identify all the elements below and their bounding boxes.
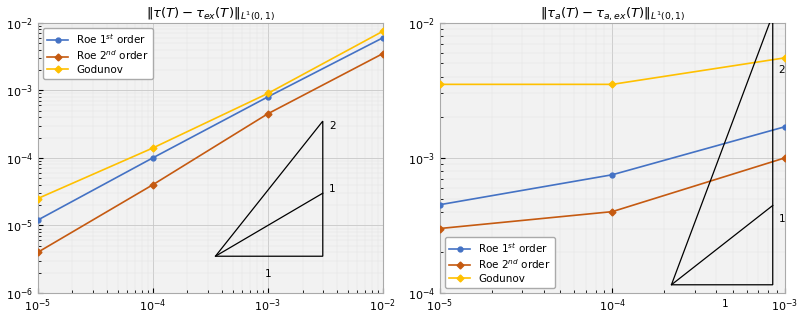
- Line: Roe $2^{nd}$ order: Roe $2^{nd}$ order: [35, 51, 385, 255]
- Godunov: [607, 83, 617, 86]
- Text: 1: 1: [721, 299, 728, 309]
- Text: 1: 1: [778, 214, 785, 224]
- Godunov: [263, 92, 272, 95]
- Roe $2^{nd}$ order: [377, 52, 387, 55]
- Roe $1^{st}$ order: [263, 95, 272, 99]
- Roe $1^{st}$ order: [33, 218, 43, 222]
- Roe $2^{nd}$ order: [263, 112, 272, 116]
- Text: 1: 1: [264, 268, 271, 278]
- Roe $2^{nd}$ order: [607, 210, 617, 213]
- Text: 1: 1: [328, 184, 335, 194]
- Title: $\|\tau(T) - \tau_{ex}(T)\|_{L^1(0,1)}$: $\|\tau(T) - \tau_{ex}(T)\|_{L^1(0,1)}$: [145, 5, 275, 23]
- Line: Godunov: Godunov: [35, 29, 385, 201]
- Line: Godunov: Godunov: [437, 55, 786, 87]
- Roe $1^{st}$ order: [607, 173, 617, 177]
- Line: Roe $2^{nd}$ order: Roe $2^{nd}$ order: [437, 156, 786, 231]
- Roe $1^{st}$ order: [377, 36, 387, 40]
- Roe $1^{st}$ order: [434, 203, 444, 207]
- Godunov: [434, 83, 444, 86]
- Godunov: [33, 196, 43, 200]
- Roe $1^{st}$ order: [148, 156, 157, 160]
- Godunov: [148, 146, 157, 150]
- Legend: Roe $1^{st}$ order, Roe $2^{nd}$ order, Godunov: Roe $1^{st}$ order, Roe $2^{nd}$ order, …: [43, 28, 153, 79]
- Line: Roe $1^{st}$ order: Roe $1^{st}$ order: [437, 124, 786, 207]
- Godunov: [779, 56, 789, 60]
- Roe $1^{st}$ order: [779, 125, 789, 129]
- Roe $2^{nd}$ order: [148, 183, 157, 187]
- Godunov: [377, 29, 387, 33]
- Roe $2^{nd}$ order: [434, 227, 444, 230]
- Legend: Roe $1^{st}$ order, Roe $2^{nd}$ order, Godunov: Roe $1^{st}$ order, Roe $2^{nd}$ order, …: [444, 236, 554, 288]
- Line: Roe $1^{st}$ order: Roe $1^{st}$ order: [35, 35, 385, 222]
- Text: 2: 2: [328, 121, 335, 131]
- Text: 2: 2: [778, 65, 785, 75]
- Roe $2^{nd}$ order: [779, 156, 789, 160]
- Roe $2^{nd}$ order: [33, 250, 43, 254]
- Title: $\|\tau_a(T) - \tau_{a,ex}(T)\|_{L^1(0,1)}$: $\|\tau_a(T) - \tau_{a,ex}(T)\|_{L^1(0,1…: [539, 5, 684, 23]
